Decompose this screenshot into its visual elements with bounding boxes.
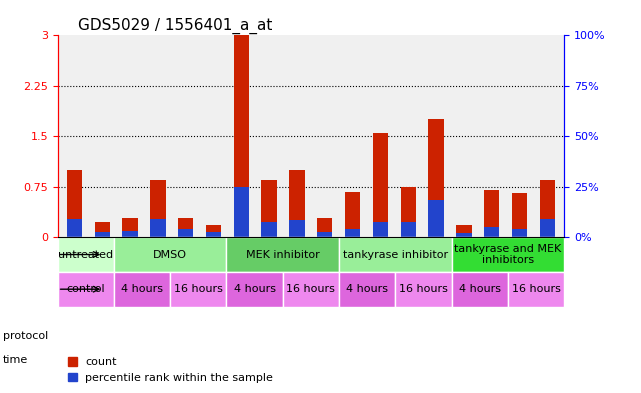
Text: 16 hours: 16 hours	[399, 284, 448, 294]
Bar	[345, 229, 360, 237]
Legend: count, percentile rank within the sample: count, percentile rank within the sample	[63, 353, 278, 387]
Text: 16 hours: 16 hours	[287, 284, 335, 294]
Bar	[95, 222, 110, 237]
Bar	[234, 187, 249, 237]
Text: 4 hours: 4 hours	[233, 284, 276, 294]
Text: control: control	[67, 284, 105, 294]
Bar	[401, 187, 416, 237]
Bar	[178, 229, 194, 237]
Bar	[373, 133, 388, 237]
Bar	[289, 170, 304, 237]
FancyBboxPatch shape	[508, 272, 564, 307]
Bar	[122, 219, 138, 237]
Text: 16 hours: 16 hours	[512, 284, 560, 294]
Bar	[540, 180, 555, 237]
Bar	[456, 233, 472, 237]
FancyBboxPatch shape	[171, 272, 226, 307]
FancyBboxPatch shape	[58, 272, 114, 307]
Text: 4 hours: 4 hours	[346, 284, 388, 294]
FancyBboxPatch shape	[226, 272, 283, 307]
Text: DMSO: DMSO	[153, 250, 187, 259]
Bar	[484, 227, 499, 237]
Bar	[512, 193, 527, 237]
Bar	[428, 119, 444, 237]
FancyBboxPatch shape	[451, 272, 508, 307]
Bar	[67, 219, 82, 237]
Bar	[317, 232, 333, 237]
FancyBboxPatch shape	[114, 272, 171, 307]
Text: protocol: protocol	[3, 331, 49, 341]
FancyBboxPatch shape	[451, 237, 564, 272]
Bar	[262, 180, 277, 237]
FancyBboxPatch shape	[226, 237, 339, 272]
Bar	[456, 225, 472, 237]
Text: 16 hours: 16 hours	[174, 284, 223, 294]
FancyBboxPatch shape	[114, 237, 226, 272]
Bar	[178, 219, 194, 237]
Bar	[206, 225, 221, 237]
Bar	[122, 231, 138, 237]
Text: time: time	[3, 355, 28, 365]
FancyBboxPatch shape	[339, 272, 395, 307]
Bar	[345, 192, 360, 237]
Bar	[67, 170, 82, 237]
Bar	[95, 233, 110, 237]
Bar	[428, 200, 444, 237]
Text: 4 hours: 4 hours	[121, 284, 163, 294]
Bar	[234, 35, 249, 237]
Text: 4 hours: 4 hours	[459, 284, 501, 294]
FancyBboxPatch shape	[395, 272, 451, 307]
FancyBboxPatch shape	[58, 237, 114, 272]
Text: tankyrase and MEK
inhibitors: tankyrase and MEK inhibitors	[454, 244, 562, 265]
FancyBboxPatch shape	[339, 237, 451, 272]
Bar	[484, 190, 499, 237]
FancyBboxPatch shape	[283, 272, 339, 307]
Text: untreated: untreated	[58, 250, 113, 259]
Bar	[512, 229, 527, 237]
Bar	[401, 222, 416, 237]
Bar	[206, 232, 221, 237]
Text: GDS5029 / 1556401_a_at: GDS5029 / 1556401_a_at	[78, 18, 272, 34]
Text: MEK inhibitor: MEK inhibitor	[246, 250, 320, 259]
Bar	[289, 220, 304, 237]
Bar	[262, 222, 277, 237]
Bar	[373, 222, 388, 237]
Bar	[540, 219, 555, 237]
Text: tankyrase inhibitor: tankyrase inhibitor	[343, 250, 448, 259]
Bar	[150, 219, 165, 237]
Bar	[150, 180, 165, 237]
Bar	[317, 219, 333, 237]
